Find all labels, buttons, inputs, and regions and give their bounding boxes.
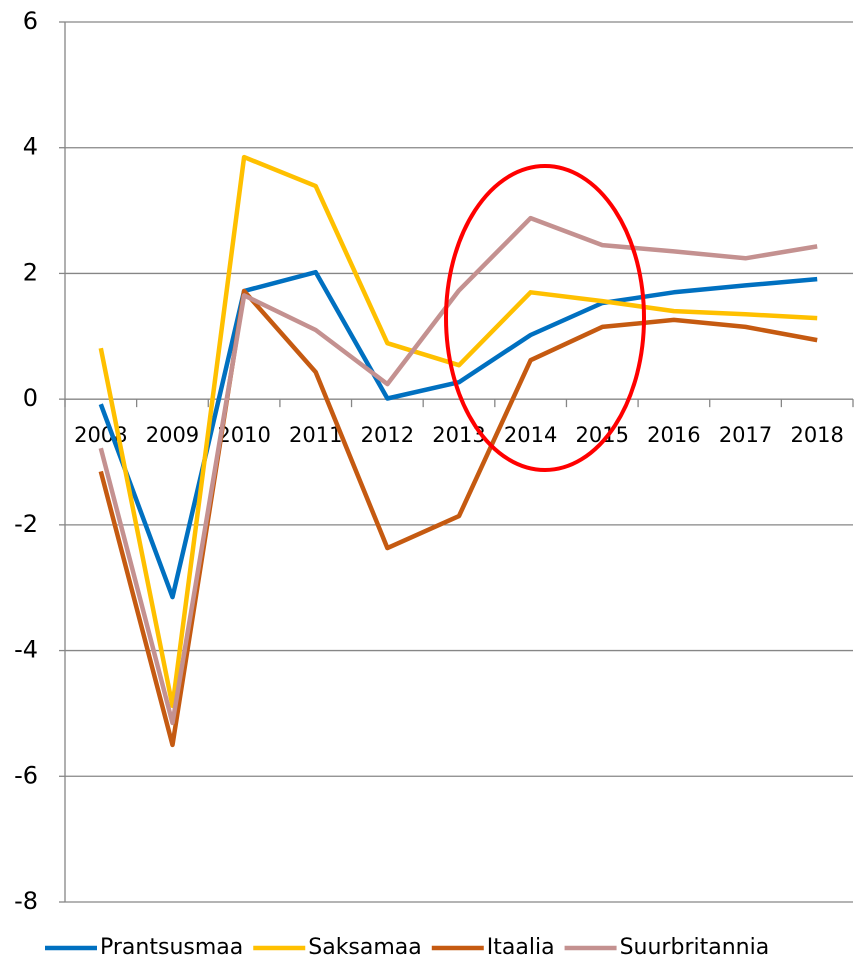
y-tick-label: 2 [23, 258, 38, 286]
x-tick-label: 2014 [504, 423, 557, 447]
highlight-ellipse [444, 164, 646, 472]
legend: Prantsusmaa Saksamaa Itaalia Suurbritannia [45, 935, 769, 960]
x-tick-label: 2017 [719, 423, 772, 447]
y-tick-label: -8 [14, 887, 38, 915]
y-tick-label: -6 [14, 761, 38, 789]
y-tick-label: 0 [23, 384, 38, 412]
legend-label: Suurbritannia [620, 935, 770, 960]
series-line [98, 269, 818, 600]
legend-label: Prantsusmaa [100, 935, 243, 960]
series-line [98, 215, 818, 726]
y-tick-label: 4 [23, 133, 38, 161]
x-tick-label: 2012 [361, 423, 414, 447]
legend-label: Saksamaa [308, 935, 422, 960]
series-line [98, 154, 818, 709]
x-tick-label: 2010 [217, 423, 270, 447]
lines [98, 154, 818, 748]
y-tick-label: -2 [14, 510, 38, 538]
x-tick-label: 2018 [790, 423, 843, 447]
legend-label: Itaalia [487, 935, 555, 960]
x-tick-label: 2011 [289, 423, 342, 447]
x-tick-label: 2016 [647, 423, 700, 447]
y-tick-label: 6 [23, 7, 38, 35]
x-tick-label: 2009 [146, 423, 199, 447]
y-tick-label: -4 [14, 636, 38, 664]
